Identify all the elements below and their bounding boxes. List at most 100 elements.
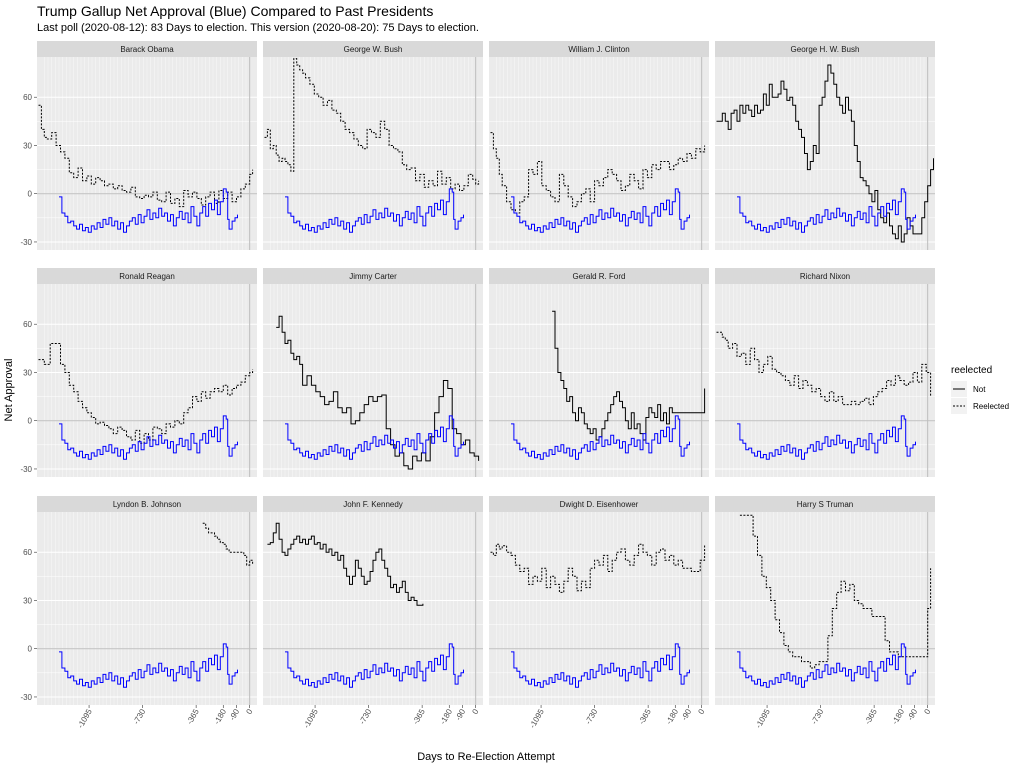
y-tick-label: 60 [23,93,32,102]
x-tick-label: -1095 [754,707,772,730]
series-gerald-r-ford [552,310,706,441]
x-tick-label: -90 [680,707,694,722]
series-george-h-w-bush [716,64,934,243]
legend-label-not: Not [973,385,986,394]
x-tick-label: -180 [212,707,228,726]
panel-gerald-r-ford: Gerald R. Ford [489,268,709,477]
series-john-f-kennedy [267,522,424,606]
x-tick-label: -730 [358,707,374,726]
series-barack-obama [38,104,254,208]
y-tick-label: 0 [28,417,33,426]
panel-william-j-clinton: William J. Clinton [489,41,709,250]
x-tick-label: -365 [411,707,427,726]
series-trump-jimmy-carter [285,415,464,460]
x-tick-label: -90 [228,707,242,722]
strip-harry-s-truman [715,496,935,512]
y-tick-label: -30 [20,693,32,702]
strip-label-jimmy-carter: Jimmy Carter [349,272,397,281]
series-george-w-bush [264,58,480,191]
series-trump-gerald-r-ford [511,415,690,460]
y-tick-label: 0 [28,190,33,199]
x-tick-label: -730 [132,707,148,726]
x-tick-label: 0 [244,707,254,716]
y-tick-label: 0 [28,645,33,654]
panel-harry-s-truman: Harry S Truman [715,496,935,705]
x-tick-label: 0 [922,707,932,716]
legend-item-not: Not [951,381,986,397]
strip-label-john-f-kennedy: John F. Kennedy [343,500,403,509]
y-tick-label: 30 [23,368,32,377]
series-ronald-reagan [38,343,254,444]
strip-ronald-reagan [37,268,257,284]
series-dwight-d-eisenhower [490,543,706,593]
legend-item-reelected: Reelected [951,398,1009,414]
x-tick-label: -365 [863,707,879,726]
strip-lyndon-b-johnson [37,496,257,512]
strip-label-william-j-clinton: William J. Clinton [568,45,629,54]
y-axis-title: Net Approval [3,359,15,422]
series-lyndon-b-johnson [202,522,254,566]
panel-john-f-kennedy: John F. Kennedy [263,496,483,705]
panel-ronald-reagan: Ronald Reagan [37,268,257,477]
panel-richard-nixon: Richard Nixon [715,268,935,477]
panel-barack-obama: Barack Obama [37,41,257,250]
panel-lyndon-b-johnson: Lyndon B. Johnson [37,496,257,705]
series-trump-dwight-d-eisenhower [511,643,690,688]
strip-john-f-kennedy [263,496,483,512]
strip-label-lyndon-b-johnson: Lyndon B. Johnson [113,500,181,509]
strip-barack-obama [37,41,257,57]
x-tick-label: -90 [454,707,468,722]
chart-subtitle: Last poll (2020-08-12): 83 Days to elect… [37,22,479,34]
panel-jimmy-carter: Jimmy Carter [263,268,483,477]
series-trump-george-h-w-bush [737,188,916,233]
legend: reelected Not Reelected [951,365,1009,414]
series-trump-george-w-bush [285,188,464,233]
x-tick-label: 0 [470,707,480,716]
x-tick-label: 0 [696,707,706,716]
y-tick-label: 60 [23,548,32,557]
strip-gerald-r-ford [489,268,709,284]
strip-label-harry-s-truman: Harry S Truman [797,500,853,509]
x-tick-label: -1095 [76,707,94,730]
series-trump-ronald-reagan [59,415,238,460]
series-richard-nixon [716,331,932,406]
facet-panels: Barack Obama George W. Bush William J. Cli… [37,41,935,705]
series-trump-barack-obama [59,188,238,233]
y-tick-label: 30 [23,596,32,605]
strip-william-j-clinton [489,41,709,57]
panel-dwight-d-eisenhower: Dwight D. Eisenhower [489,496,709,705]
strip-label-richard-nixon: Richard Nixon [800,272,850,281]
y-tick-label: -30 [20,465,32,474]
x-tick-label: -365 [185,707,201,726]
x-tick-label: -1095 [302,707,320,730]
strip-label-gerald-r-ford: Gerald R. Ford [573,272,626,281]
y-tick-label: 60 [23,320,32,329]
strip-richard-nixon [715,268,935,284]
panel-george-w-bush: George W. Bush [263,41,483,250]
legend-key-reelected [951,398,967,414]
x-tick-label: -180 [664,707,680,726]
y-tick-label: 30 [23,141,32,150]
y-tick-label: -30 [20,238,32,247]
x-tick-label: -730 [584,707,600,726]
legend-title: reelected [951,365,992,376]
series-harry-s-truman [739,514,932,669]
x-axis-title: Days to Re-Election Attempt [417,751,555,763]
x-tick-label: -730 [810,707,826,726]
x-tick-label: -1095 [528,707,546,730]
x-tick-label: -180 [438,707,454,726]
x-tick-label: -90 [906,707,920,722]
strip-label-dwight-d-eisenhower: Dwight D. Eisenhower [560,500,639,509]
strip-jimmy-carter [263,268,483,284]
series-trump-richard-nixon [737,415,916,460]
legend-label-reelected: Reelected [973,402,1009,411]
strip-george-w-bush [263,41,483,57]
x-tick-label: -180 [890,707,906,726]
strip-label-george-h-w-bush: George H. W. Bush [791,45,860,54]
strip-label-barack-obama: Barack Obama [120,45,174,54]
series-trump-william-j-clinton [511,188,690,233]
strip-label-george-w-bush: George W. Bush [344,45,403,54]
strip-dwight-d-eisenhower [489,496,709,512]
series-trump-harry-s-truman [737,643,916,688]
